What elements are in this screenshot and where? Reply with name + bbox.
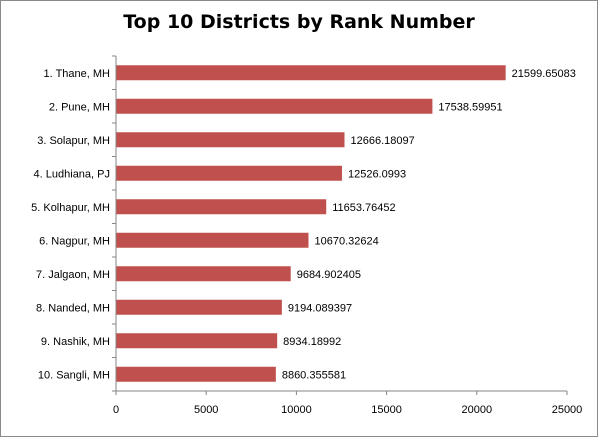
bar xyxy=(116,232,309,248)
bar xyxy=(116,132,345,148)
category-label: 7. Jalgaon, MH xyxy=(36,269,110,281)
bar xyxy=(116,165,342,181)
x-tick-label: 25000 xyxy=(552,404,583,416)
value-label: 12526.0993 xyxy=(348,168,406,180)
bar xyxy=(116,366,276,382)
bar xyxy=(116,299,282,315)
bar xyxy=(116,98,433,114)
category-label: 4. Ludhiana, PJ xyxy=(34,168,110,180)
x-tick-label: 5000 xyxy=(194,404,218,416)
chart-title: Top 10 Districts by Rank Number xyxy=(123,11,475,33)
category-label: 8. Nanded, MH xyxy=(36,302,110,314)
value-label: 9194.089397 xyxy=(288,302,352,314)
value-label: 8860.355581 xyxy=(282,369,346,381)
bar xyxy=(116,199,327,215)
category-label: 5. Kolhapur, MH xyxy=(31,202,110,214)
value-label: 12666.18097 xyxy=(350,135,414,147)
category-label: 1. Thane, MH xyxy=(44,68,110,80)
value-label: 21599.65083 xyxy=(512,68,576,80)
category-label: 6. Nagpur, MH xyxy=(39,235,110,247)
category-label: 9. Nashik, MH xyxy=(41,336,110,348)
category-label: 2. Pune, MH xyxy=(49,101,110,113)
category-label: 3. Solapur, MH xyxy=(37,135,110,147)
value-label: 17538.59951 xyxy=(438,101,502,113)
value-label: 8934.18992 xyxy=(283,336,341,348)
x-tick-label: 15000 xyxy=(371,404,402,416)
bar xyxy=(116,266,291,282)
value-label: 9684.902405 xyxy=(297,269,361,281)
value-label: 10670.32624 xyxy=(314,235,378,247)
bar xyxy=(116,333,278,349)
x-tick-label: 0 xyxy=(113,404,119,416)
category-label: 10. Sangli, MH xyxy=(38,369,110,381)
x-tick-label: 20000 xyxy=(462,404,493,416)
value-label: 11653.76452 xyxy=(332,202,395,214)
x-tick-label: 10000 xyxy=(281,404,312,416)
bar xyxy=(116,65,506,81)
